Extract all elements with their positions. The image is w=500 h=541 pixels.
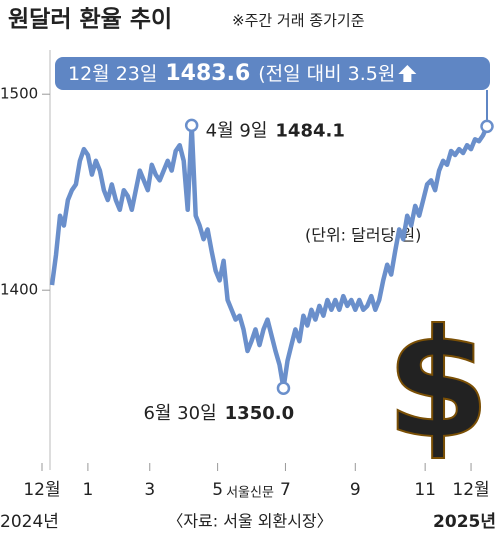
y-tick-label: 1500 [0,85,38,103]
x-tick-label: 5 [212,480,223,500]
up-arrow-icon [398,65,417,82]
x-tick-label: 12월 [452,480,489,500]
callout-value_label: 1483.6 [165,61,250,86]
callout-box [55,57,490,90]
x-tick-label: 12월 [23,480,60,500]
start-year: 2024년 [0,512,59,532]
chart-subtitle: ※주간 거래 종가기준 [232,12,365,30]
unit-note: (단위: 달러당 원) [305,226,421,245]
annotation-date: 4월 9일 [206,120,268,141]
callout-date: 12월 23일 [68,63,157,85]
source: 〈자료: 서울 외환시장〉 [167,512,332,531]
annotation: 4월 9일 1484.1 [206,120,345,141]
y-tick-label: 1400 [0,281,38,299]
highlight-point [480,119,494,134]
x-tick-label: 11 [414,480,436,500]
x-tick-label: 7 [280,480,291,500]
annotation-date: 6월 30일 [143,403,216,424]
highlight-point [184,118,199,133]
line [49,123,490,391]
annotation-value: 1484.1 [275,120,344,141]
dollar-icon: $ [386,298,490,472]
x-tick-label: 9 [350,480,361,500]
callout-text: 12월 23일 1483.6 (전일 대비 3.5원 [68,61,395,86]
highlight-point [276,381,291,395]
annotation: 6월 30일 1350.0 [143,403,294,424]
chart-title: 원달러 환율 추이 [8,7,172,33]
x-tick-label: 1 [82,480,93,500]
x-tick-label: 3 [144,480,155,500]
callout-note: (전일 대비 3.5원 [258,63,395,85]
end-year: 2025년 [433,512,496,532]
annotation-value: 1350.0 [225,403,294,424]
watermark: 서울신문 [226,486,274,501]
